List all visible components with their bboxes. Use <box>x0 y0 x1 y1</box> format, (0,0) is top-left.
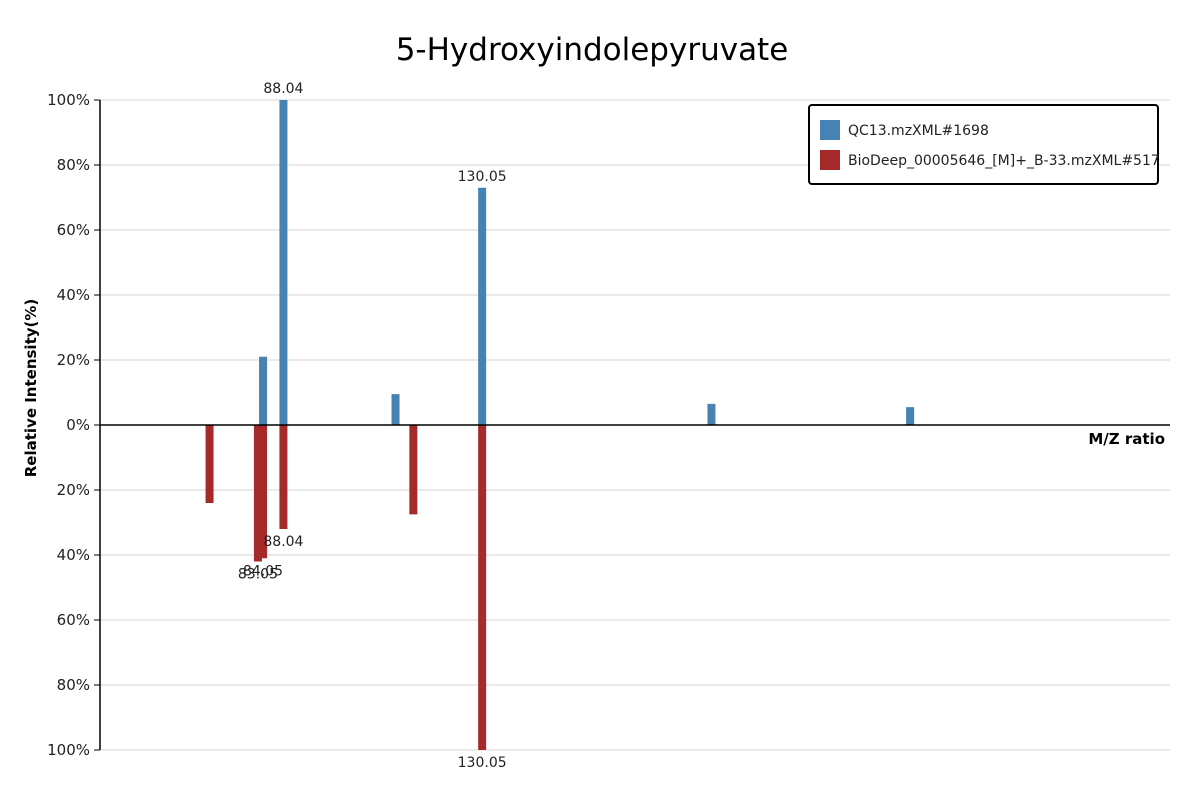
spectrum-bar <box>259 356 268 425</box>
y-tick-label: 60% <box>57 611 90 629</box>
spectrum-bars <box>205 100 915 750</box>
y-tick-label: 60% <box>57 221 90 239</box>
y-tick-label: 80% <box>57 156 90 174</box>
spectrum-bar <box>279 425 288 529</box>
y-tick-label: 0% <box>66 416 90 434</box>
y-tick-label: 100% <box>47 91 90 109</box>
y-axis-title: Relative Intensity(%) <box>22 299 40 478</box>
y-tick-label: 20% <box>57 351 90 369</box>
spectrum-bar <box>253 425 262 562</box>
chart-title: 5-Hydroxyindolepyruvate <box>396 32 789 68</box>
spectrum-bar <box>478 187 487 425</box>
x-axis-title: M/Z ratio <box>1088 430 1165 448</box>
spectrum-bar <box>707 403 716 425</box>
spectrum-bar <box>205 425 214 503</box>
peak-label: 88.04 <box>263 81 303 97</box>
y-tick-label: 80% <box>57 676 90 694</box>
legend-label-biodeep: BioDeep_00005646_[M]+_B-33.mzXML#517 <box>848 153 1160 169</box>
peak-label: 130.05 <box>458 169 507 185</box>
spectrum-bar <box>259 425 268 559</box>
y-tick-label: 100% <box>47 741 90 759</box>
spectrum-bar <box>279 100 288 425</box>
peak-label: 130.05 <box>458 755 507 771</box>
y-tick-label: 40% <box>57 546 90 564</box>
y-axis-ticks: 100% 80% 60% 40% 20% 0% 20% 40% 60% 80% 100% <box>47 91 100 759</box>
legend-swatch-qc13 <box>820 120 840 140</box>
y-tick-label: 40% <box>57 286 90 304</box>
spectrum-bar <box>478 425 487 750</box>
gridlines <box>100 99 1170 751</box>
peak-label: 88.04 <box>263 534 303 550</box>
peak-label: 84.05 <box>243 563 283 579</box>
spectrum-bar <box>391 394 400 425</box>
spectrum-bar <box>409 425 418 515</box>
legend-box <box>808 104 1159 185</box>
spectrum-bar <box>906 407 915 425</box>
legend-label-qc13: QC13.mzXML#1698 <box>848 123 989 139</box>
peak-label: 83.05 <box>238 567 278 583</box>
legend-swatch-biodeep <box>820 150 840 170</box>
legend: QC13.mzXML#1698 BioDeep_00005646_[M]+_B-… <box>808 104 1160 185</box>
y-tick-label: 20% <box>57 481 90 499</box>
